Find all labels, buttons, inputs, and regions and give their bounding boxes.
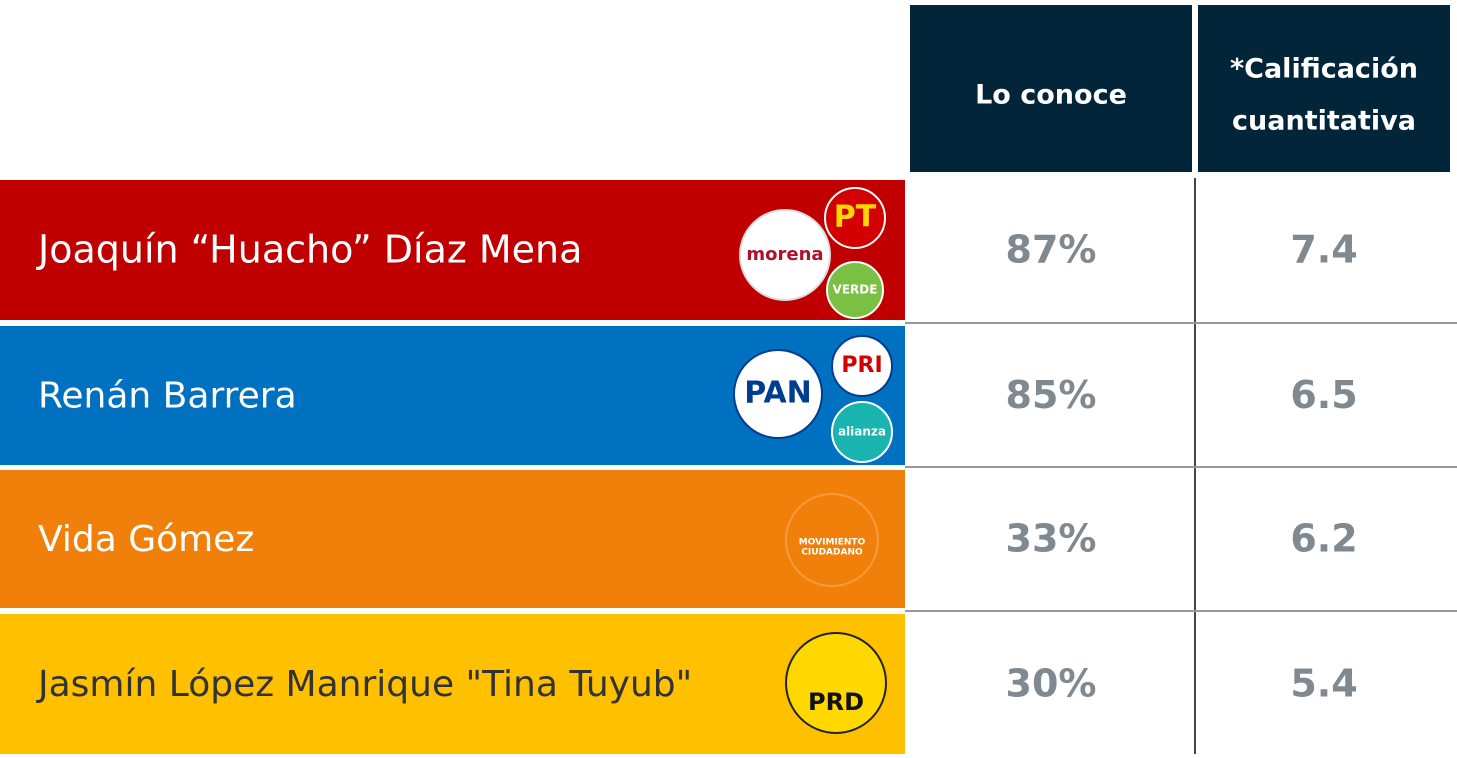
header-cell xyxy=(1198,5,1450,172)
party-logo-text: PAN xyxy=(744,376,812,411)
value-cell: 7.4 xyxy=(1290,228,1357,272)
party-logo xyxy=(824,187,886,249)
header-cell xyxy=(910,5,1192,172)
party-logo-text: PRD xyxy=(808,688,864,716)
party-logo xyxy=(733,349,823,439)
party-logo-text: alianza xyxy=(838,425,886,439)
party-logo xyxy=(739,209,831,301)
party-logo xyxy=(831,335,893,397)
party-logo xyxy=(785,632,887,734)
party-logo xyxy=(785,493,879,587)
candidate-name: Joaquín “Huacho” Díaz Mena xyxy=(36,228,582,272)
header-label: Lo conoce xyxy=(975,80,1127,111)
value-cell: 30% xyxy=(1006,662,1097,706)
party-logo-text: CIUDADANO xyxy=(801,548,863,558)
candidate-name: Renán Barrera xyxy=(38,376,297,417)
header-label: cuantitativa xyxy=(1232,106,1416,137)
candidate-cell xyxy=(0,614,905,754)
party-logo-text: PT xyxy=(834,200,877,235)
party-logo-text: morena xyxy=(746,244,823,265)
candidate-name: Jasmín López Manrique "Tina Tuyub" xyxy=(36,664,692,705)
party-logo xyxy=(831,401,893,463)
value-cell: 85% xyxy=(1006,373,1097,417)
party-logo-text: VERDE xyxy=(833,283,878,297)
candidate-cell xyxy=(0,470,905,608)
value-cell: 87% xyxy=(1006,228,1097,272)
value-cell: 33% xyxy=(1006,517,1097,561)
candidate-name: Vida Gómez xyxy=(38,519,254,560)
party-logo-text: MOVIMIENTO xyxy=(799,538,866,548)
party-logo-text: PRI xyxy=(841,353,882,378)
value-cell: 5.4 xyxy=(1290,662,1357,706)
header-label: *Calificación xyxy=(1230,54,1418,85)
party-logo xyxy=(826,261,884,319)
value-cell: 6.5 xyxy=(1290,373,1357,417)
value-cell: 6.2 xyxy=(1290,517,1357,561)
